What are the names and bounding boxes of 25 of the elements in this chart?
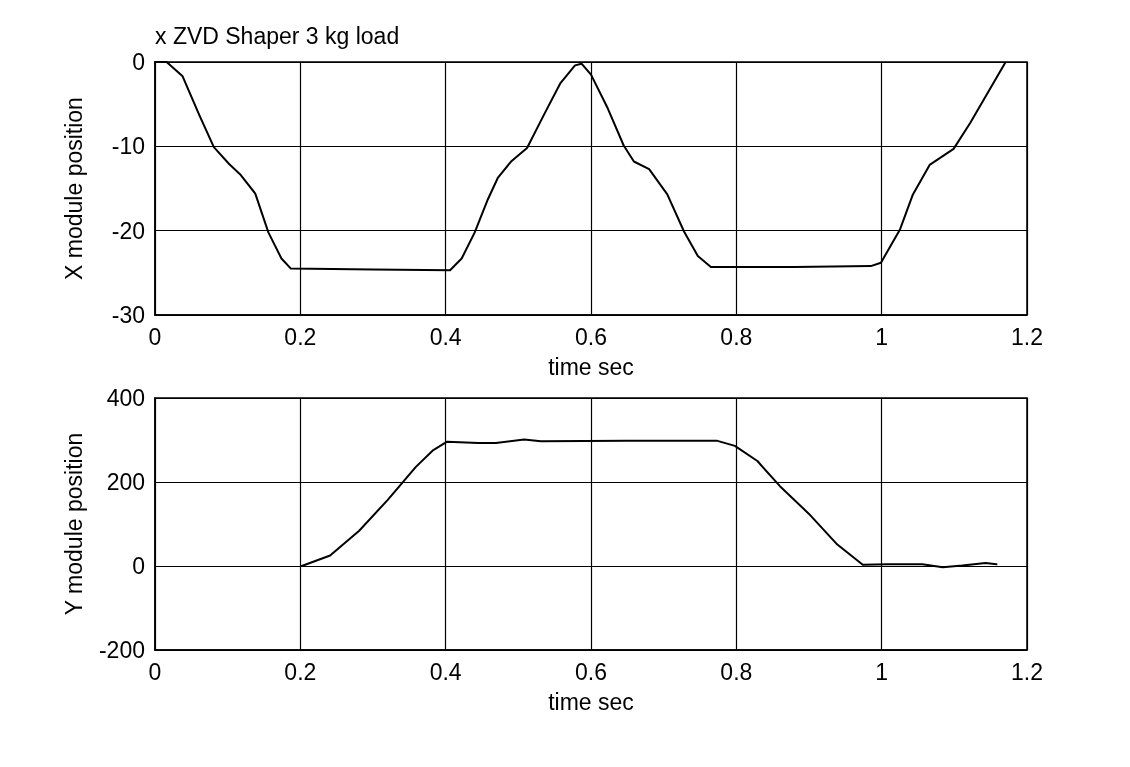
y-axis-title: X module position xyxy=(60,97,87,280)
x-tick-label: 0.6 xyxy=(575,658,607,685)
y-tick-label: -20 xyxy=(111,217,145,244)
x-tick-label: 0.6 xyxy=(575,323,607,350)
y-tick-label: 200 xyxy=(106,469,145,495)
x-tick-label: 0.4 xyxy=(429,323,462,350)
y-tick-label: -10 xyxy=(111,133,145,160)
x-tick-label: 0.8 xyxy=(720,323,753,350)
x-tick-label: 1 xyxy=(875,658,889,685)
x-axis-title: time sec xyxy=(548,353,634,380)
x-tick-label: 1.2 xyxy=(1011,658,1043,685)
x-tick-label: 0.2 xyxy=(284,323,317,350)
chart-title: x ZVD Shaper 3 kg load xyxy=(155,22,400,49)
y-tick-label: 0 xyxy=(132,49,145,75)
x-tick-label: 1 xyxy=(875,323,889,350)
x-tick-label: 0.4 xyxy=(429,658,462,685)
y-tick-label: -200 xyxy=(98,637,145,663)
x-axis-title: time sec xyxy=(548,688,634,715)
x-tick-label: 0.8 xyxy=(720,658,753,685)
y-tick-label: 400 xyxy=(106,385,145,411)
y-tick-label: 0 xyxy=(132,553,145,579)
y-axis-title: Y module position xyxy=(60,432,87,616)
x-tick-label: 0.2 xyxy=(284,658,317,685)
x-tick-label: 1.2 xyxy=(1011,323,1043,350)
y-tick-label: -30 xyxy=(111,302,145,328)
